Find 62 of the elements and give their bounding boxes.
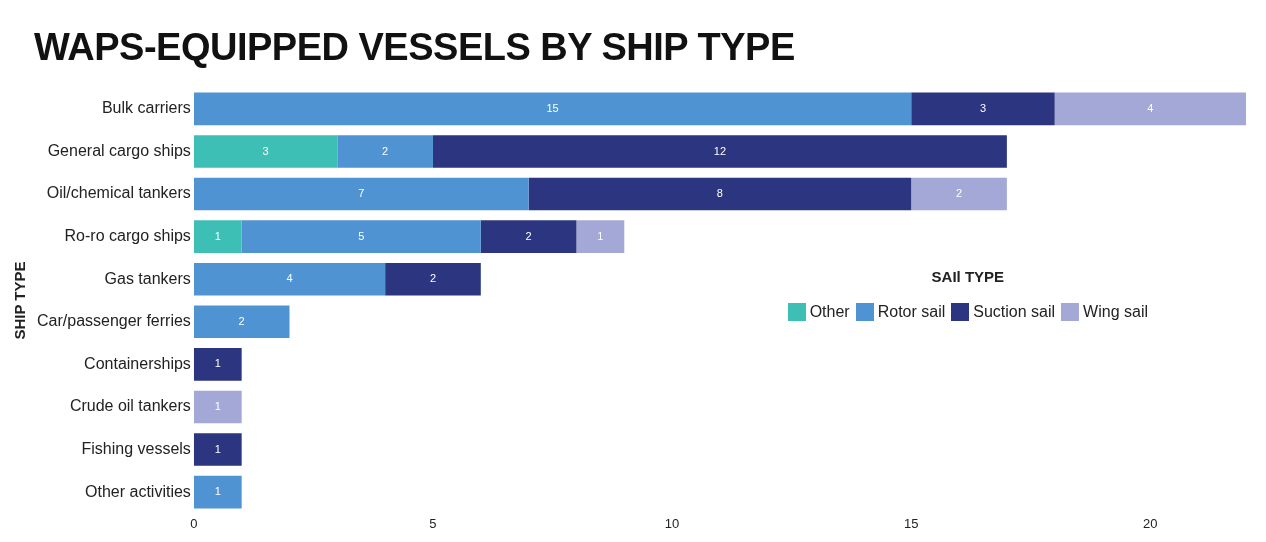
x-tick-label: 0 <box>190 515 198 531</box>
y-tick-label: Ro-ro cargo ships <box>64 227 191 245</box>
data-label: 4 <box>1147 101 1154 114</box>
data-label: 1 <box>214 442 221 455</box>
y-tick-label: Car/passenger ferries <box>37 312 191 330</box>
bar <box>193 262 386 296</box>
data-label: 2 <box>525 229 532 242</box>
bar <box>193 177 529 211</box>
bar <box>480 220 577 253</box>
y-tick-label: Containerships <box>84 354 191 372</box>
data-label: 3 <box>979 101 987 114</box>
data-label: 2 <box>382 144 389 157</box>
y-tick-label: General cargo ships <box>47 141 191 159</box>
data-label: 4 <box>286 272 293 285</box>
data-label: 1 <box>214 357 221 370</box>
legend-title: SAIl TYPE <box>930 268 1006 285</box>
data-label: 1 <box>214 229 221 242</box>
legend-label: Other <box>809 303 850 321</box>
x-tick-label: 10 <box>664 515 680 531</box>
chart-title: WAPS-EQUIPPED VESSELS BY SHIP TYPE <box>33 25 796 70</box>
x-tick-label: 15 <box>903 515 919 531</box>
y-tick-label: Crude oil tankers <box>69 397 191 415</box>
data-label: 3 <box>262 144 269 157</box>
data-label: 12 <box>713 144 727 157</box>
bar <box>241 220 481 253</box>
bar <box>193 348 242 381</box>
bar <box>193 390 242 424</box>
y-tick-label: Gas tankers <box>104 269 191 287</box>
bar <box>193 475 242 509</box>
data-label: 2 <box>955 187 963 200</box>
legend-label: Wing sail <box>1083 303 1148 321</box>
y-tick-label: Other activities <box>85 482 191 500</box>
bar <box>1054 92 1246 126</box>
y-axis-title: SHIP TYPE <box>11 261 29 340</box>
bar <box>193 220 242 253</box>
bar <box>337 135 433 168</box>
data-label: 2 <box>238 314 245 327</box>
bar <box>193 433 242 466</box>
data-label: 15 <box>546 101 559 114</box>
data-label: 1 <box>597 229 604 242</box>
data-label: 1 <box>214 485 221 498</box>
bar <box>911 177 1007 211</box>
bar <box>385 262 481 296</box>
x-tick-label: 20 <box>1143 515 1158 531</box>
bar <box>432 135 1007 168</box>
bar <box>911 92 1055 126</box>
bar <box>528 177 912 211</box>
bar <box>193 92 912 126</box>
bar <box>193 135 338 168</box>
bar <box>576 220 625 253</box>
y-tick-label: Oil/chemical tankers <box>46 184 191 202</box>
x-tick-label: 5 <box>429 515 437 531</box>
data-label: 1 <box>214 399 221 412</box>
data-label: 7 <box>358 187 365 200</box>
legend-label: Rotor sail <box>877 303 946 321</box>
data-label: 8 <box>716 187 723 200</box>
legend-label: Suction sail <box>973 303 1056 321</box>
data-label: 5 <box>358 229 365 242</box>
bar <box>193 305 290 339</box>
y-tick-label: Fishing vessels <box>81 439 191 457</box>
data-label: 2 <box>429 272 437 285</box>
y-tick-label: Bulk carriers <box>101 99 191 117</box>
